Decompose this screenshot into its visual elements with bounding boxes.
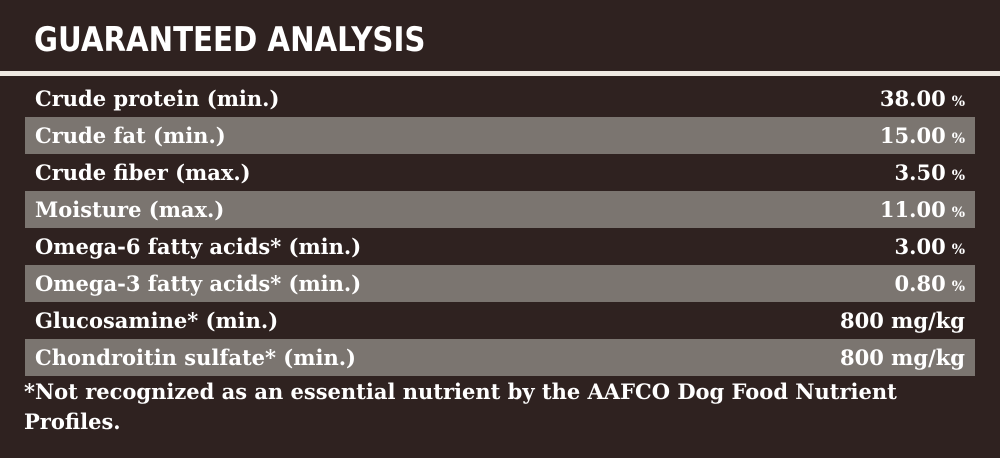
nutrient-value: 15.00% xyxy=(879,123,965,148)
table-row: Glucosamine* (min.) 800 mg/kg xyxy=(25,302,975,339)
nutrient-value: 3.50% xyxy=(894,160,965,185)
nutrient-label: Glucosamine* (min.) xyxy=(35,308,279,333)
unit: % xyxy=(951,131,965,147)
table-row: Crude fat (min.) 15.00% xyxy=(25,117,975,154)
nutrient-label: Chondroitin sulfate* (min.) xyxy=(35,345,356,370)
panel-title: GUARANTEED ANALYSIS xyxy=(34,20,426,60)
title-divider xyxy=(0,71,1000,76)
table-row: Omega-6 fatty acids* (min.) 3.00% xyxy=(25,228,975,265)
nutrient-label: Omega-6 fatty acids* (min.) xyxy=(35,234,362,259)
unit: % xyxy=(951,279,965,295)
nutrient-label: Crude protein (min.) xyxy=(35,86,280,111)
table-row: Crude fiber (max.) 3.50% xyxy=(25,154,975,191)
table-row: Moisture (max.) 11.00% xyxy=(25,191,975,228)
nutrient-value: 3.00% xyxy=(894,234,965,259)
nutrient-value: 0.80% xyxy=(894,271,965,296)
unit: % xyxy=(951,94,965,110)
nutrient-value: 38.00% xyxy=(879,86,965,111)
table-row: Chondroitin sulfate* (min.) 800 mg/kg xyxy=(25,339,975,376)
nutrient-label: Crude fiber (max.) xyxy=(35,160,251,185)
nutrient-label: Omega-3 fatty acids* (min.) xyxy=(35,271,362,296)
table-row: Omega-3 fatty acids* (min.) 0.80% xyxy=(25,265,975,302)
unit: % xyxy=(951,168,965,184)
nutrient-label: Moisture (max.) xyxy=(35,197,225,222)
analysis-table: Crude protein (min.) 38.00% Crude fat (m… xyxy=(25,80,975,376)
nutrient-value: 11.00% xyxy=(879,197,965,222)
nutrient-label: Crude fat (min.) xyxy=(35,123,226,148)
nutrient-value: 800 mg/kg xyxy=(840,308,965,333)
footnote: *Not recognized as an essential nutrient… xyxy=(24,379,897,434)
nutrient-value: 800 mg/kg xyxy=(840,345,965,370)
unit: % xyxy=(951,242,965,258)
table-row: Crude protein (min.) 38.00% xyxy=(25,80,975,117)
unit: % xyxy=(951,205,965,221)
